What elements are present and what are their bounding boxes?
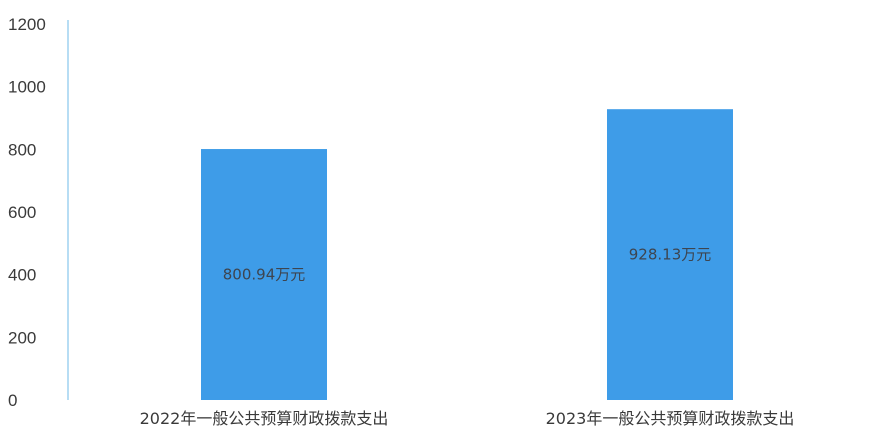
y-axis-ticks: 0 200 400 600 800 1000 1200 [8,15,46,410]
y-tick-label: 400 [8,266,36,285]
bars [201,109,733,400]
x-axis-labels: 2022年一般公共预算财政拨款支出 2023年一般公共预算财政拨款支出 [140,409,795,428]
data-label: 928.13万元 [629,246,712,264]
y-tick-label: 200 [8,328,36,347]
x-category-label: 2022年一般公共预算财政拨款支出 [140,409,389,428]
x-category-label: 2023年一般公共预算财政拨款支出 [546,409,795,428]
bar [607,109,733,400]
data-label: 800.94万元 [223,266,306,284]
y-tick-label: 1200 [8,15,46,34]
bar [201,149,327,400]
y-tick-label: 800 [8,140,36,159]
y-tick-label: 0 [8,391,17,410]
y-tick-label: 600 [8,203,36,222]
data-labels: 800.94万元 928.13万元 [223,246,712,284]
y-tick-label: 1000 [8,78,46,97]
